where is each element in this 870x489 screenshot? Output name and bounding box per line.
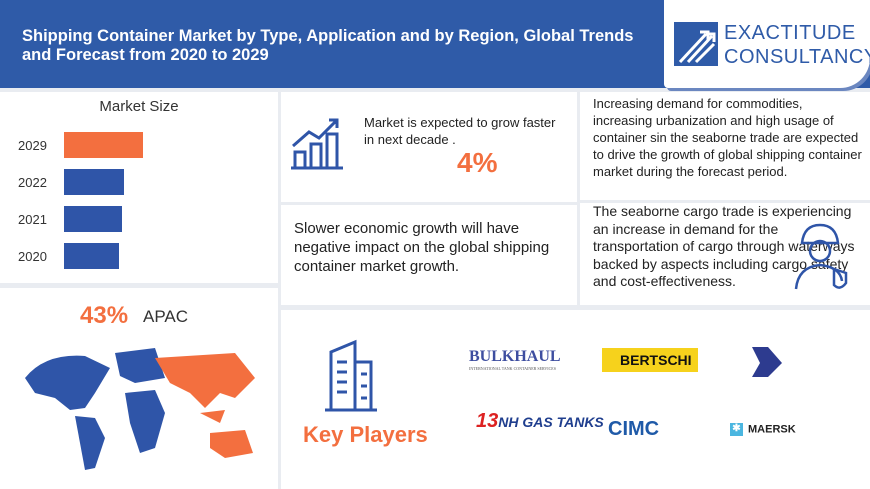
worker-icon [794, 223, 848, 290]
bar [64, 169, 124, 195]
bar-label: 2021 [18, 212, 47, 227]
bar-label: 2022 [18, 175, 47, 190]
company-logo: EXACTITUDE CONSULTANCY [664, 0, 870, 88]
restraint-panel: Slower economic growth will have negativ… [281, 205, 577, 305]
region-name: APAC [143, 307, 189, 326]
logo-arrows-icon [674, 22, 718, 66]
world-map-icon [25, 348, 255, 470]
key-players-title: Key Players [303, 422, 428, 447]
opportunity-panel: The seaborne cargo trade is experiencing… [580, 203, 870, 305]
bar [64, 206, 122, 232]
logo-bulkhaul: BULKHAUL INTERNATIONAL TANK CONTAINER SE… [469, 348, 561, 371]
logo-nh-gas-tanks: 13NH GAS TANKS [476, 410, 604, 432]
bar-row: 2022 [0, 169, 278, 197]
growth-panel: Market is expected to grow faster in nex… [281, 92, 577, 202]
logo-maersk: ✱ MAERSK [730, 423, 796, 436]
bar-row: 2029 [0, 132, 278, 160]
bar-label: 2029 [18, 138, 47, 153]
bar-row: 2020 [0, 243, 278, 271]
region-panel: 43% APAC [0, 288, 278, 489]
growth-chart-icon [291, 118, 343, 170]
building-icon [325, 339, 377, 412]
drivers-panel: Increasing demand for commodities, incre… [580, 92, 870, 200]
bar-label: 2020 [18, 249, 47, 264]
header: Shipping Container Market by Type, Appli… [0, 0, 870, 88]
logo-arrow-company [752, 347, 782, 377]
page-title: Shipping Container Market by Type, Appli… [22, 27, 634, 64]
cagr-value: 4% [457, 147, 498, 178]
logo-bertschi: BERTSCHI [602, 348, 698, 372]
bar [64, 132, 143, 158]
bar [64, 243, 119, 269]
key-players-panel: Key Players BULKHAUL INTERNATIONAL TANK … [281, 310, 870, 489]
market-size-panel: Market Size 2029 2022 2021 2020 [0, 92, 278, 283]
logo-cimc: CIMC [608, 418, 660, 440]
bar-row: 2021 [0, 206, 278, 234]
region-percent: 43% [80, 302, 129, 329]
